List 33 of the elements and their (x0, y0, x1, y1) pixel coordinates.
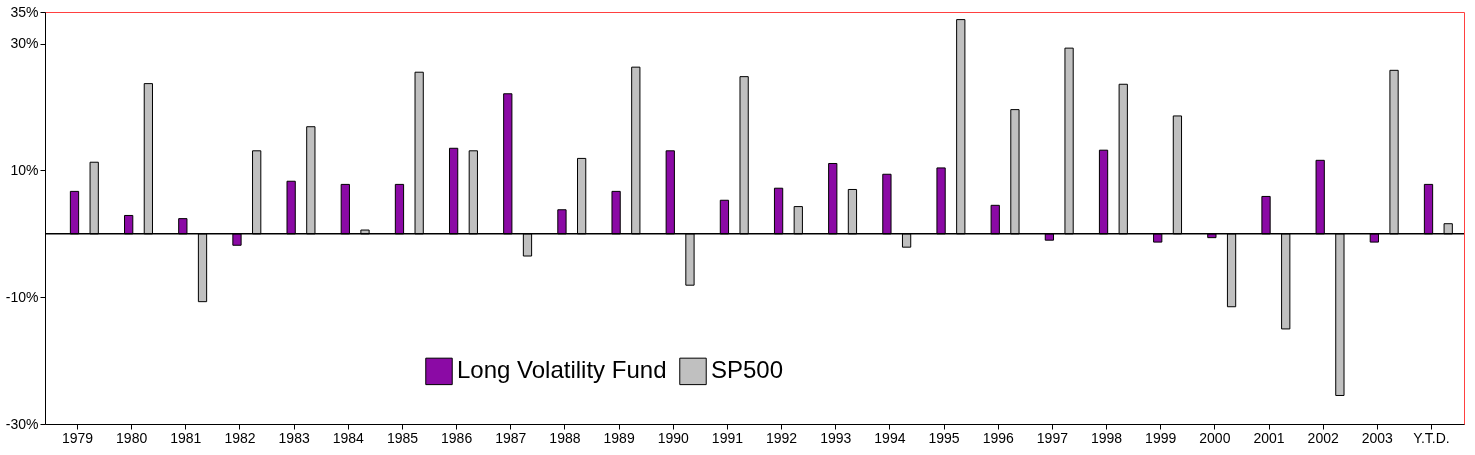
x-tick-label: 1986 (441, 429, 473, 446)
x-tick-label: Y.T.D. (1413, 429, 1450, 446)
x-tick-label: 1994 (874, 429, 906, 446)
x-tick-label: 1983 (278, 429, 310, 446)
x-tick-label: 1999 (1145, 429, 1177, 446)
x-tick-label: 1991 (711, 429, 744, 446)
x-tick-label: 1985 (386, 429, 419, 446)
y-tick-label: 10% (10, 161, 39, 178)
legend-label: SP500 (711, 356, 784, 384)
y-tick-label: -10% (5, 288, 39, 305)
y-tick-label: -30% (5, 415, 39, 432)
x-tick-label: 2000 (1199, 429, 1231, 446)
x-tick-label: 1982 (224, 429, 256, 446)
x-tick-label: 1989 (603, 429, 635, 446)
x-tick-label: 1981 (170, 429, 202, 446)
x-tick-label: 1996 (982, 429, 1014, 446)
x-tick-label: 2003 (1361, 429, 1394, 446)
x-tick-label: 1987 (495, 429, 527, 446)
y-tick-label: 35% (10, 3, 39, 20)
x-tick-label: 1993 (820, 429, 852, 446)
x-tick-label: 1980 (116, 429, 148, 446)
x-tick-label: 1997 (1036, 429, 1069, 446)
x-tick-label: 1990 (657, 429, 690, 446)
x-tick-label: 1988 (549, 429, 581, 446)
x-tick-label: 1995 (928, 429, 960, 446)
x-tick-label: 1984 (332, 429, 365, 446)
x-tick-label: 2002 (1307, 429, 1339, 446)
legend-label: Long Volatility Fund (457, 356, 667, 384)
y-tick-label: 30% (10, 35, 39, 52)
x-tick-label: 1979 (61, 429, 94, 446)
x-tick-label: 2001 (1253, 429, 1285, 446)
x-tick-label: 1998 (1090, 429, 1123, 446)
x-tick-label: 1992 (766, 429, 798, 446)
